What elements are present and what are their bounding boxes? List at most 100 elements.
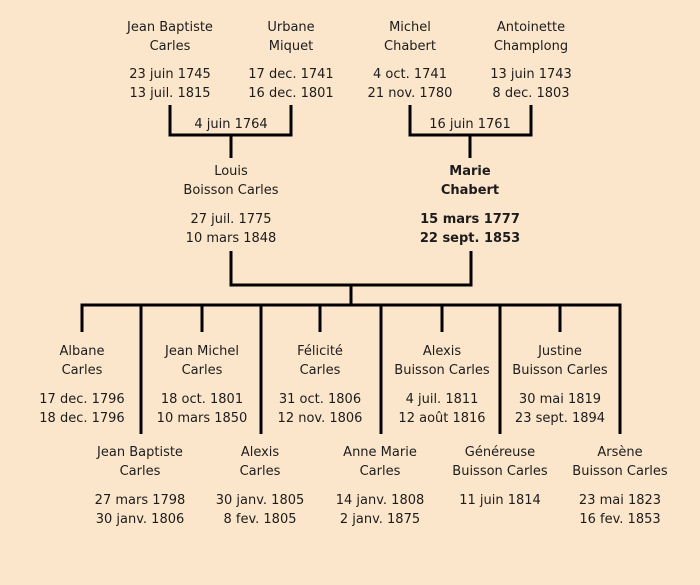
person-marie-chabert[interactable]: Marie Chabert 15 mars 1777 22 sept. 1853 xyxy=(402,162,538,248)
person-name: Marie Chabert xyxy=(402,162,538,200)
person-name: Arsène Buisson Carles xyxy=(552,443,688,481)
person-dates: 4 juil. 1811 12 août 1816 xyxy=(374,390,510,428)
person-name-line2: Buisson Carles xyxy=(512,363,608,378)
person-name-line1: Justine xyxy=(538,344,582,359)
person-name-line2: Buisson Carles xyxy=(452,464,548,479)
person-name: Jean Baptiste Carles xyxy=(102,18,238,56)
birth-date: 18 oct. 1801 xyxy=(160,392,244,407)
person-name-line2: Champlong xyxy=(493,39,569,54)
death-date: 21 nov. 1780 xyxy=(367,86,453,101)
person-name-line2: Buisson Carles xyxy=(394,363,490,378)
person-antoinette-champlong[interactable]: Antoinette Champlong 13 juin 1743 8 dec.… xyxy=(463,18,599,103)
death-date: 30 janv. 1806 xyxy=(95,512,185,527)
death-date: 8 dec. 1803 xyxy=(492,86,570,101)
birth-date: 30 janv. 1805 xyxy=(215,493,305,508)
person-justine-buisson-carles[interactable]: Justine Buisson Carles 30 mai 1819 23 se… xyxy=(492,342,628,428)
death-date: 8 fev. 1805 xyxy=(223,512,297,527)
person-name-line1: Alexis xyxy=(240,445,280,460)
birth-date: 27 juil. 1775 xyxy=(190,212,272,227)
person-dates: 31 oct. 1806 12 nov. 1806 xyxy=(252,390,388,428)
birth-date: 17 dec. 1741 xyxy=(248,67,334,82)
person-arsene-buisson-carles[interactable]: Arsène Buisson Carles 23 mai 1823 16 fev… xyxy=(552,443,688,529)
person-name: Alexis Carles xyxy=(192,443,328,481)
person-jean-baptiste-carles-sr[interactable]: Jean Baptiste Carles 23 juin 1745 13 jui… xyxy=(102,18,238,103)
person-michel-chabert[interactable]: Michel Chabert 4 oct. 1741 21 nov. 1780 xyxy=(342,18,478,103)
person-jean-baptiste-carles-child[interactable]: Jean Baptiste Carles 27 mars 1798 30 jan… xyxy=(72,443,208,529)
person-name: Alexis Buisson Carles xyxy=(374,342,510,380)
person-name-line2: Boisson Carles xyxy=(183,183,279,198)
marriage-date-label: 4 juin 1764 xyxy=(194,117,268,132)
person-dates: 11 juin 1814 xyxy=(432,491,568,510)
death-date: 22 sept. 1853 xyxy=(419,231,521,246)
person-jean-michel-carles[interactable]: Jean Michel Carles 18 oct. 1801 10 mars … xyxy=(134,342,270,428)
death-date: 10 mars 1848 xyxy=(185,231,277,246)
person-dates: 15 mars 1777 22 sept. 1853 xyxy=(402,210,538,248)
person-louis-boisson-carles[interactable]: Louis Boisson Carles 27 juil. 1775 10 ma… xyxy=(163,162,299,248)
death-date: 10 mars 1850 xyxy=(156,411,248,426)
death-date: 12 nov. 1806 xyxy=(277,411,363,426)
birth-date: 30 mai 1819 xyxy=(518,392,602,407)
person-dates: 14 janv. 1808 2 janv. 1875 xyxy=(312,491,448,529)
person-name-line2: Carles xyxy=(61,363,103,378)
person-urbane-miquet[interactable]: Urbane Miquet 17 dec. 1741 16 dec. 1801 xyxy=(223,18,359,103)
person-dates: 17 dec. 1796 18 dec. 1796 xyxy=(14,390,150,428)
person-alexis-carles[interactable]: Alexis Carles 30 janv. 1805 8 fev. 1805 xyxy=(192,443,328,529)
birth-date: 15 mars 1777 xyxy=(420,212,520,227)
person-name-line2: Miquet xyxy=(268,39,314,54)
person-name-line1: Jean Baptiste xyxy=(127,20,213,35)
death-date: 18 dec. 1796 xyxy=(39,411,125,426)
person-dates: 30 janv. 1805 8 fev. 1805 xyxy=(192,491,328,529)
person-name: Jean Michel Carles xyxy=(134,342,270,380)
person-name: Anne Marie Carles xyxy=(312,443,448,481)
person-dates: 17 dec. 1741 16 dec. 1801 xyxy=(223,65,359,103)
birth-date: 11 juin 1814 xyxy=(459,493,541,508)
death-date: 16 fev. 1853 xyxy=(579,512,661,527)
person-name-line2: Carles xyxy=(299,363,341,378)
person-dates: 18 oct. 1801 10 mars 1850 xyxy=(134,390,270,428)
person-genereuse-buisson-carles[interactable]: Généreuse Buisson Carles 11 juin 1814 xyxy=(432,443,568,510)
person-dates: 23 mai 1823 16 fev. 1853 xyxy=(552,491,688,529)
person-albane-carles[interactable]: Albane Carles 17 dec. 1796 18 dec. 1796 xyxy=(14,342,150,428)
birth-date: 17 dec. 1796 xyxy=(39,392,125,407)
birth-date: 27 mars 1798 xyxy=(94,493,186,508)
person-name: Urbane Miquet xyxy=(223,18,359,56)
person-name-line1: Antoinette xyxy=(496,20,566,35)
person-name: Louis Boisson Carles xyxy=(163,162,299,200)
person-name-line2: Carles xyxy=(359,464,401,479)
person-name-line1: Michel xyxy=(389,20,431,35)
person-name-line1: Albane xyxy=(59,344,105,359)
person-name-line2: Buisson Carles xyxy=(572,464,668,479)
person-dates: 13 juin 1743 8 dec. 1803 xyxy=(463,65,599,103)
person-name-line2: Carles xyxy=(239,464,281,479)
person-alexis-buisson-carles[interactable]: Alexis Buisson Carles 4 juil. 1811 12 ao… xyxy=(374,342,510,428)
person-dates: 27 juil. 1775 10 mars 1848 xyxy=(163,210,299,248)
person-name: Michel Chabert xyxy=(342,18,478,56)
person-felicite-carles[interactable]: Félicité Carles 31 oct. 1806 12 nov. 180… xyxy=(252,342,388,428)
marriage-date-label: 16 juin 1761 xyxy=(429,117,511,132)
person-anne-marie-carles[interactable]: Anne Marie Carles 14 janv. 1808 2 janv. … xyxy=(312,443,448,529)
birth-date: 4 juil. 1811 xyxy=(405,392,479,407)
birth-date: 31 oct. 1806 xyxy=(278,392,362,407)
person-name-line1: Jean Michel xyxy=(165,344,239,359)
person-name-line1: Généreuse xyxy=(464,445,536,460)
person-name-line2: Carles xyxy=(119,464,161,479)
person-name-line1: Urbane xyxy=(267,20,315,35)
birth-date: 23 mai 1823 xyxy=(578,493,662,508)
person-name: Albane Carles xyxy=(14,342,150,380)
birth-date: 14 janv. 1808 xyxy=(335,493,425,508)
person-name-line2: Chabert xyxy=(440,183,500,198)
person-name-line1: Félicité xyxy=(297,344,343,359)
death-date: 12 août 1816 xyxy=(398,411,486,426)
person-name-line2: Carles xyxy=(149,39,191,54)
person-dates: 27 mars 1798 30 janv. 1806 xyxy=(72,491,208,529)
person-name-line2: Chabert xyxy=(384,39,436,54)
person-name-line1: Alexis xyxy=(422,344,462,359)
birth-date: 23 juin 1745 xyxy=(129,67,211,82)
death-date: 16 dec. 1801 xyxy=(248,86,334,101)
person-name-line2: Carles xyxy=(181,363,223,378)
person-name: Jean Baptiste Carles xyxy=(72,443,208,481)
person-dates: 30 mai 1819 23 sept. 1894 xyxy=(492,390,628,428)
birth-date: 13 juin 1743 xyxy=(490,67,572,82)
